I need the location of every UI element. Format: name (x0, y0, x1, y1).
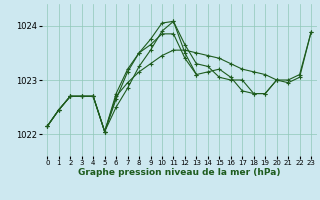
X-axis label: Graphe pression niveau de la mer (hPa): Graphe pression niveau de la mer (hPa) (78, 168, 280, 177)
